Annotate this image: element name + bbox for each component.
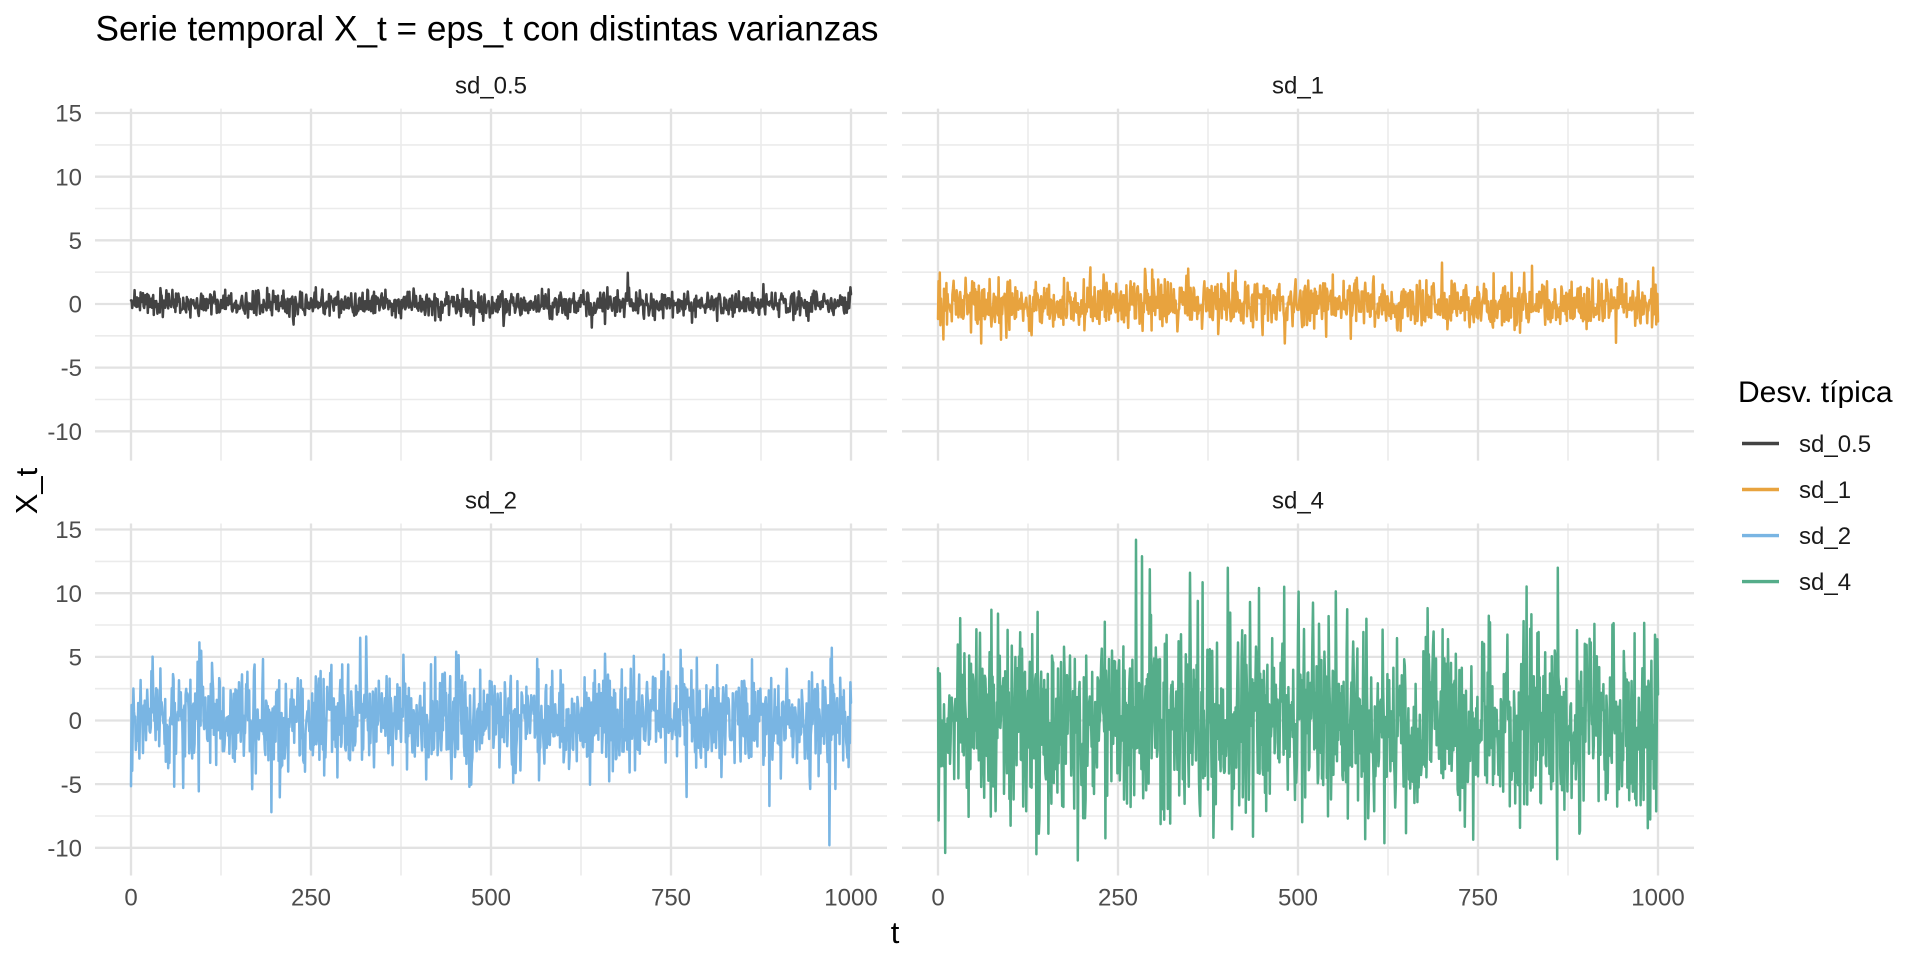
svg-text:500: 500 (1278, 885, 1318, 912)
svg-text:1000: 1000 (1631, 885, 1684, 912)
svg-text:Serie temporal X_t = eps_t con: Serie temporal X_t = eps_t con distintas… (96, 9, 879, 49)
svg-text:-5: -5 (61, 355, 82, 382)
svg-text:0: 0 (124, 885, 137, 912)
svg-text:-10: -10 (47, 835, 82, 862)
svg-text:0: 0 (69, 708, 82, 735)
svg-text:10: 10 (55, 164, 82, 191)
svg-text:Desv. típica: Desv. típica (1738, 376, 1893, 409)
svg-text:sd_2: sd_2 (1799, 523, 1851, 550)
svg-text:-10: -10 (47, 419, 82, 446)
svg-text:sd_1: sd_1 (1799, 477, 1851, 504)
svg-text:sd_2: sd_2 (465, 487, 517, 514)
svg-text:10: 10 (55, 581, 82, 608)
svg-text:sd_4: sd_4 (1799, 569, 1851, 596)
svg-text:sd_0.5: sd_0.5 (1799, 431, 1871, 458)
svg-text:15: 15 (55, 101, 82, 128)
svg-text:250: 250 (291, 885, 331, 912)
svg-text:sd_0.5: sd_0.5 (455, 72, 527, 99)
svg-text:15: 15 (55, 517, 82, 544)
svg-text:750: 750 (1458, 885, 1498, 912)
svg-text:-5: -5 (61, 772, 82, 799)
svg-text:0: 0 (931, 885, 944, 912)
svg-text:1000: 1000 (824, 885, 877, 912)
svg-text:X_t: X_t (9, 467, 44, 514)
svg-text:0: 0 (69, 292, 82, 319)
svg-text:500: 500 (471, 885, 511, 912)
svg-text:250: 250 (1098, 885, 1138, 912)
svg-text:5: 5 (69, 228, 82, 255)
svg-text:t: t (891, 915, 900, 950)
svg-text:sd_4: sd_4 (1272, 487, 1324, 514)
svg-text:5: 5 (69, 645, 82, 672)
svg-text:sd_1: sd_1 (1272, 72, 1324, 99)
svg-text:750: 750 (651, 885, 691, 912)
